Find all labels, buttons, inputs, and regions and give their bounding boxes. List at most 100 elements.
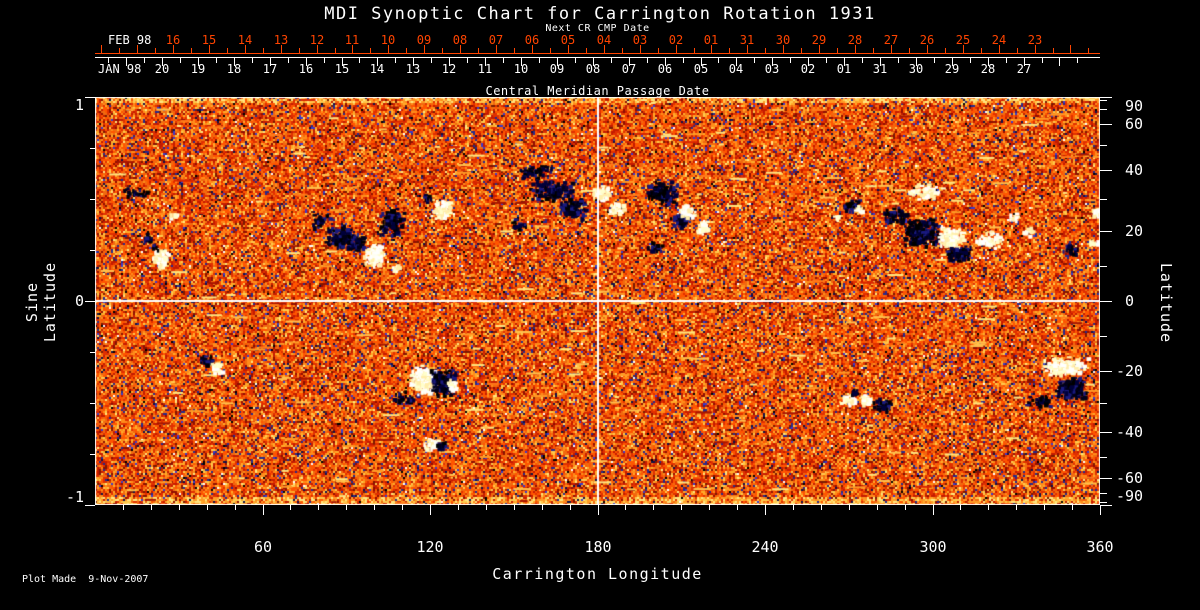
date-tick xyxy=(844,58,845,66)
date-tick xyxy=(999,45,1000,53)
date-tick xyxy=(532,45,533,53)
latitude-label: 90 xyxy=(1125,97,1144,115)
feb-day-label: 23 xyxy=(1027,33,1043,47)
date-tick xyxy=(101,45,102,53)
jan-day-label: 27 xyxy=(1016,62,1032,76)
latitude-minor-tick xyxy=(1100,266,1107,267)
date-tick xyxy=(288,58,289,63)
date-tick xyxy=(1077,58,1078,63)
date-tick xyxy=(503,58,504,63)
feb-day-label: 10 xyxy=(380,33,396,47)
date-tick xyxy=(496,45,497,53)
date-tick xyxy=(162,58,163,66)
sine-latitude-label: 1 xyxy=(74,96,84,114)
date-tick xyxy=(424,45,425,53)
longitude-tick xyxy=(737,505,738,510)
feb-day-label: 26 xyxy=(919,33,935,47)
jan-day-label: 14 xyxy=(369,62,385,76)
date-tick xyxy=(317,45,318,53)
date-tick xyxy=(539,58,540,63)
feb-day-label: 24 xyxy=(991,33,1007,47)
latitude-tick xyxy=(1100,301,1112,302)
date-tick xyxy=(388,45,389,53)
date-tick xyxy=(431,58,432,63)
date-tick xyxy=(898,58,899,63)
date-tick xyxy=(783,45,784,53)
feb-day-label: 15 xyxy=(201,33,217,47)
date-tick xyxy=(945,48,946,53)
latitude-tick xyxy=(1100,97,1112,98)
date-tick xyxy=(521,58,522,66)
date-tick xyxy=(880,58,881,66)
jan-day-label: 29 xyxy=(944,62,960,76)
feb-day-label: 11 xyxy=(344,33,360,47)
jan-day-label: 28 xyxy=(980,62,996,76)
longitude-tick xyxy=(1044,505,1045,510)
sine-latitude-minor-tick xyxy=(90,352,95,353)
latitude-label: 40 xyxy=(1125,161,1144,179)
date-tick xyxy=(718,58,719,63)
jan-98-label: JAN 98 xyxy=(98,62,142,76)
date-tick xyxy=(765,48,766,53)
date-tick xyxy=(683,58,684,63)
carrington-longitude-axis-title: Carrington Longitude xyxy=(492,565,703,583)
date-tick xyxy=(270,58,271,66)
feb-98-label: FEB 98 xyxy=(108,33,152,47)
feb-day-label: 12 xyxy=(309,33,325,47)
feb-day-label: 14 xyxy=(237,33,253,47)
latitude-minor-tick xyxy=(1100,493,1107,494)
longitude-tick xyxy=(765,505,766,515)
longitude-tick xyxy=(290,505,291,510)
longitude-tick xyxy=(1100,505,1101,515)
sine-latitude-axis-title: Sine Latitude xyxy=(23,261,59,343)
longitude-tick xyxy=(151,505,152,510)
date-tick xyxy=(729,48,730,53)
date-tick xyxy=(988,58,989,66)
date-tick xyxy=(126,58,127,66)
longitude-tick xyxy=(570,505,571,510)
date-tick xyxy=(370,48,371,53)
date-tick xyxy=(622,48,623,53)
longitude-tick xyxy=(486,505,487,510)
date-tick xyxy=(855,45,856,53)
longitude-tick xyxy=(263,505,264,515)
jan-day-label: 16 xyxy=(298,62,314,76)
date-tick xyxy=(1059,58,1060,66)
latitude-minor-tick xyxy=(1100,109,1107,110)
date-tick xyxy=(819,45,820,53)
jan-day-label: 15 xyxy=(334,62,350,76)
date-tick xyxy=(460,45,461,53)
date-tick xyxy=(377,58,378,66)
longitude-tick xyxy=(793,505,794,510)
feb-day-label: 02 xyxy=(668,33,684,47)
date-tick xyxy=(252,58,253,63)
latitude-tick xyxy=(1100,170,1112,171)
jan-day-label: 11 xyxy=(477,62,493,76)
date-tick xyxy=(234,58,235,66)
date-tick xyxy=(359,58,360,63)
latitude-label: 0 xyxy=(1125,292,1135,310)
date-tick xyxy=(1070,45,1071,53)
date-tick xyxy=(575,58,576,63)
next-cr-axis-line xyxy=(95,53,1100,54)
date-tick xyxy=(155,48,156,53)
sine-latitude-label: -1 xyxy=(65,488,84,506)
longitude-tick xyxy=(514,505,515,510)
feb-day-label: 04 xyxy=(596,33,612,47)
longitude-label: 360 xyxy=(1086,538,1114,556)
jan-day-label: 13 xyxy=(405,62,421,76)
jan-day-label: 17 xyxy=(262,62,278,76)
date-tick xyxy=(963,45,964,53)
longitude-tick xyxy=(1016,505,1017,510)
date-tick xyxy=(413,58,414,66)
date-tick xyxy=(144,58,145,63)
feb-day-label: 31 xyxy=(739,33,755,47)
feb-day-label: 27 xyxy=(883,33,899,47)
date-tick xyxy=(586,48,587,53)
date-tick xyxy=(754,58,755,63)
longitude-tick xyxy=(681,505,682,510)
latitude-label: -20 xyxy=(1116,362,1144,380)
date-tick xyxy=(927,45,928,53)
date-tick xyxy=(119,48,120,53)
